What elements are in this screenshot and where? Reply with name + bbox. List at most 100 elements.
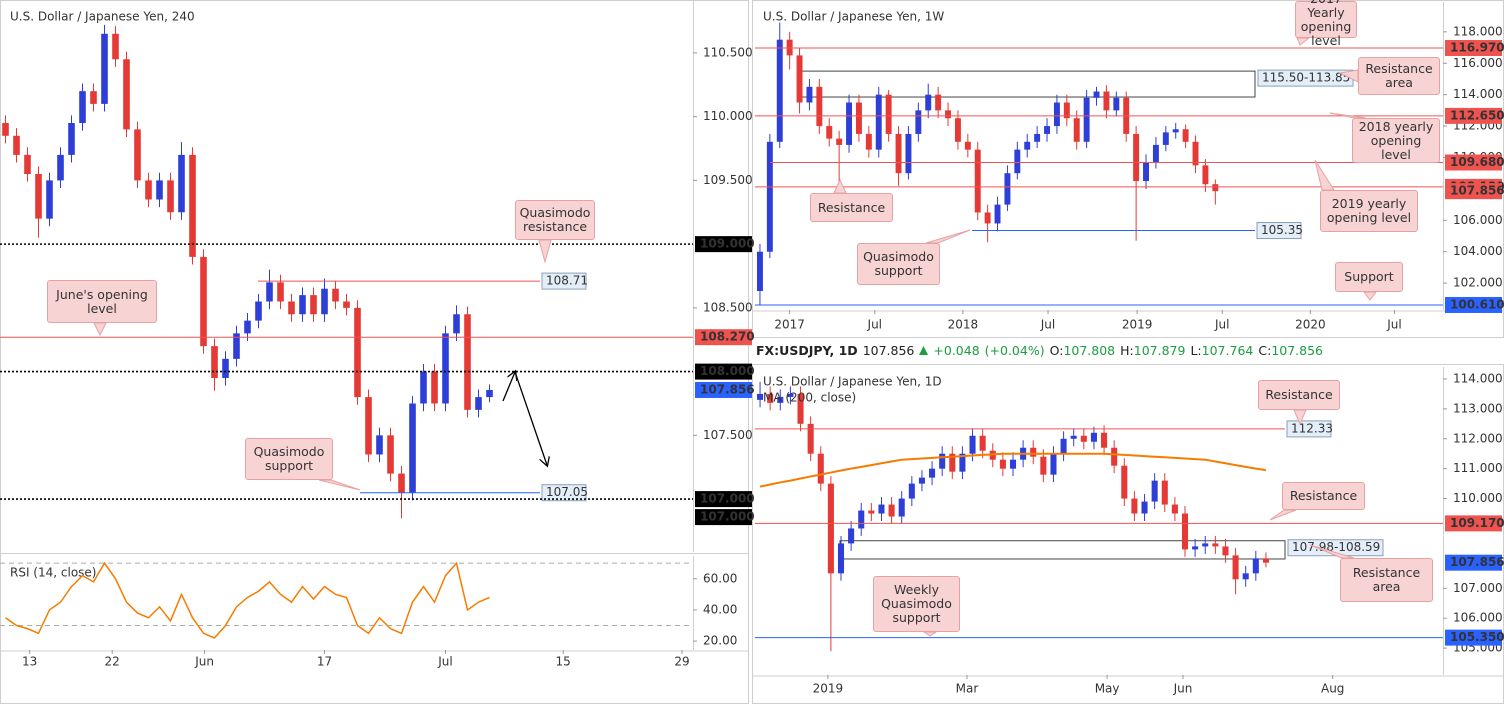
callout-pointer [318,479,361,491]
x-tick-label: 22 [105,655,120,669]
price-badge [1445,107,1502,124]
zone-label: 115.50-113.85 [1262,71,1350,85]
y-tick-label: 110.000 [703,109,753,123]
x-tick-label: Jun [1173,682,1193,696]
candle-body [1101,432,1108,448]
candle-body [101,33,108,104]
close: 107.856 [1271,343,1324,358]
candle-body [796,55,803,103]
callout: Resistance [810,193,893,222]
candle-body [1040,456,1047,475]
candle-body [464,314,471,410]
callout: 2017 Yearly opening level [1295,0,1357,47]
open-label: O: [1049,343,1064,358]
low-label: L: [1190,343,1202,358]
candle-body [310,295,317,315]
price-badge-label: 107.856 [1450,555,1505,569]
price-badge [695,491,752,508]
candle-body [1161,480,1168,505]
x-tick-label: Mar [956,682,979,696]
x-tick-label: 15 [556,655,571,669]
y-tick-label: 116.000 [1453,56,1503,70]
price-badge-label: 107.856 [700,382,755,396]
callout-pointer [1293,409,1307,426]
y-tick-label: 40.00 [703,602,737,616]
candle-body [767,393,774,403]
candle-body [925,94,932,111]
candle-body [365,397,372,455]
x-tick-label: 29 [674,655,689,669]
candle-body [277,282,284,302]
y-tick-label: 112.000 [1453,431,1503,445]
candle-body [1181,513,1189,550]
price-badge [695,509,752,526]
level-label-box [541,272,587,290]
callout: Weekly Quasimodo support [873,576,960,632]
candle-body [984,212,991,224]
candle-body [134,129,141,181]
left-panel-border [0,0,749,704]
candle-body [817,453,824,484]
callout-pointer [1296,37,1311,46]
x-tick-label: 2018 [948,318,979,332]
price-badge-label: 109.170 [1450,516,1505,530]
candle-body [1171,504,1178,514]
candle-body [420,371,427,404]
level-label: 105.35 [1261,223,1303,237]
y-tick-label: 20.00 [703,634,737,648]
level-label-box [1256,222,1302,240]
high-label: H: [1120,343,1134,358]
callout: Resistance [1282,482,1365,510]
y-tick-label: 104.000 [1453,244,1503,258]
candle-body [1141,501,1148,514]
chart-title: U.S. Dollar / Japanese Yen, 240 [10,10,195,24]
candle-body [908,483,915,499]
candle-body [1182,129,1189,142]
callout-pointer [922,631,938,637]
candle-body [979,435,986,451]
candle-body [90,91,97,104]
x-tick-label: 2017 [774,318,805,332]
price-badge-label: 116.970 [1450,41,1505,55]
zone-label: 107.98-108.59 [1292,540,1380,554]
candle-body [266,282,273,302]
candle-body [1192,546,1199,550]
candle-body [969,435,976,454]
candle-body [332,288,339,302]
price-badge [1445,554,1502,571]
callout: Quasimodo resistance [515,200,595,240]
candle-body [1172,129,1179,133]
x-tick-label: 2019 [813,682,844,696]
candle-body [35,174,42,219]
y-tick-label: 60.00 [703,571,737,585]
change-pct: (+0.04%) [984,343,1045,358]
candle-body [945,110,952,119]
candle-body [1111,447,1118,466]
candle-body [915,110,922,134]
candle-body [156,180,163,200]
price-badge-label: 108.000 [700,364,755,378]
candle-body [1063,102,1070,119]
candle-body [757,393,764,400]
candle-body [1162,132,1169,145]
candle-body [1030,447,1037,457]
callout: Resistance area [1340,558,1433,602]
price-badge-label: 107.000 [700,492,755,506]
level-label: 108.71 [546,274,588,288]
candle-body [1212,184,1219,192]
candle-body [13,135,20,155]
candle-body [777,396,784,403]
candle-body [112,33,119,60]
y-tick-label: 107.000 [1453,581,1503,595]
price-badge [695,363,752,380]
candle-body [1093,91,1100,98]
candle-body [442,333,449,404]
candle-body [354,307,361,398]
price-badge [1445,296,1502,313]
candle-body [1152,144,1159,163]
candle-body [999,459,1006,469]
candle-body [898,498,905,517]
candle-body [431,371,438,404]
y-tick-label: 108.500 [703,300,753,314]
low: 107.764 [1201,343,1254,358]
